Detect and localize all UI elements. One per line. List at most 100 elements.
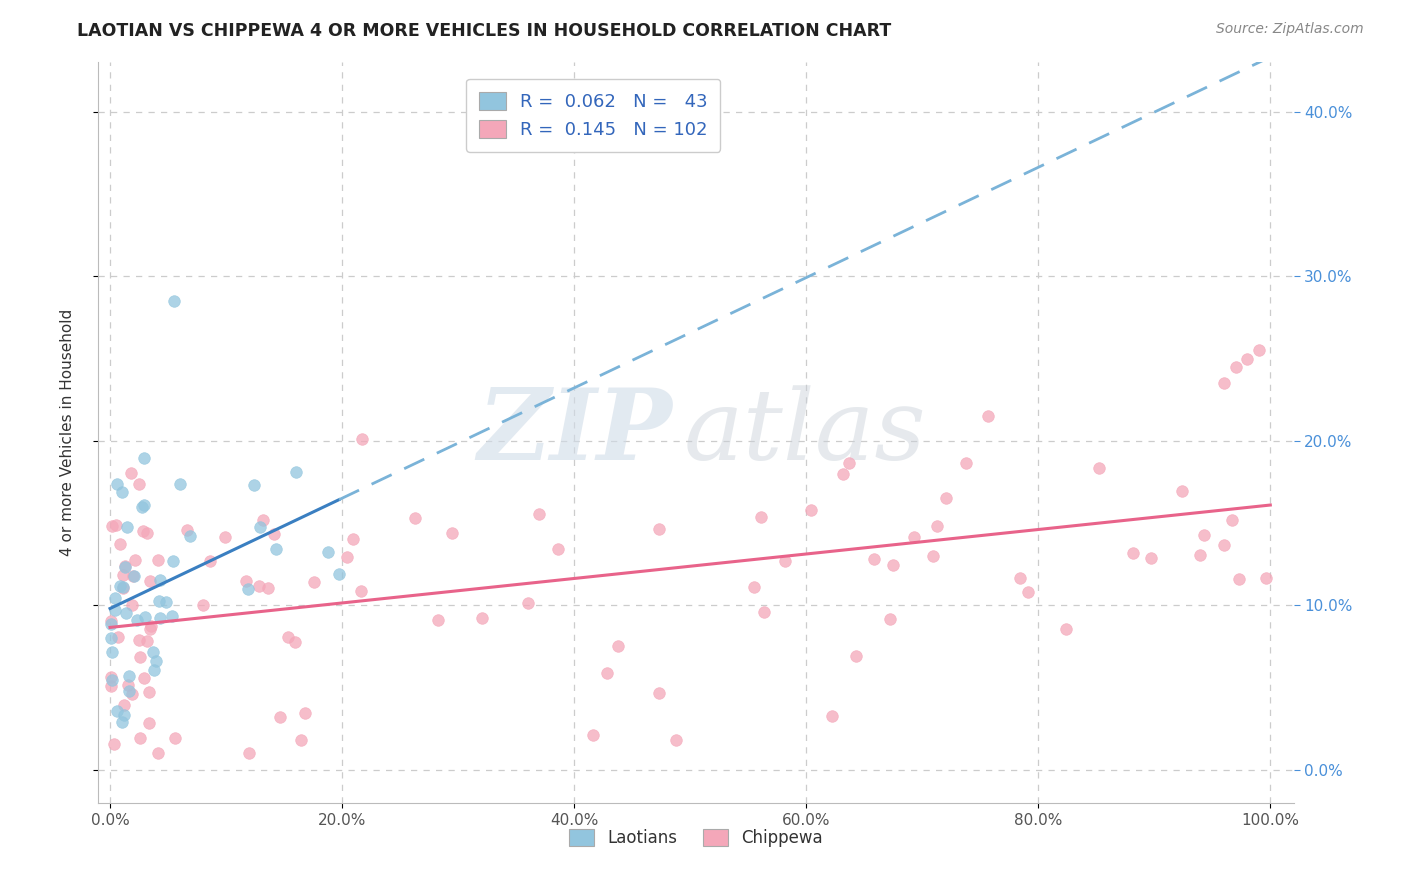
Point [138,716,160,731]
Point [1140,551,1163,566]
Point [104,603,127,617]
Point [235,574,257,588]
Point [1088,460,1111,475]
Point [342,532,364,546]
Point [238,747,260,761]
Point [132,524,155,539]
Point [110,536,132,550]
Point [1189,548,1212,562]
Point [134,609,156,624]
Point [129,731,152,745]
Point [440,525,463,540]
Point [879,612,901,626]
Point [149,611,172,625]
Point [121,598,143,612]
Point [100,614,122,628]
Point [935,491,957,506]
Point [111,485,134,500]
Point [838,457,860,471]
Point [349,583,371,598]
Point [328,567,350,582]
Point [800,503,823,517]
Point [128,650,150,665]
Point [115,520,138,534]
Point [146,553,169,567]
Point [294,706,316,720]
Point [648,686,671,700]
Point [155,595,177,609]
Point [111,582,134,596]
Point [128,477,150,491]
Point [742,580,765,594]
Text: ZIP: ZIP [477,384,672,481]
Point [266,542,288,557]
Point [277,630,299,644]
Point [105,704,128,718]
Point [832,467,855,482]
Point [160,609,183,624]
Point [863,552,886,566]
Point [142,645,165,659]
Point [104,591,127,605]
Point [284,635,307,649]
Point [882,558,904,572]
Point [1171,484,1194,499]
Point [114,698,136,713]
Point [122,568,145,582]
Point [139,622,162,636]
Point [111,567,134,582]
Point [169,477,191,491]
Point [107,630,129,644]
Point [118,684,141,698]
Point [665,732,688,747]
Point [148,594,170,608]
Point [1225,359,1247,374]
Point [114,708,136,723]
Point [596,665,619,680]
Point [149,573,172,587]
Legend: Laotians, Chippewa: Laotians, Chippewa [562,822,830,854]
Point [252,513,274,527]
Point [143,663,166,677]
Point [352,432,374,446]
Point [1212,376,1234,391]
Point [243,478,266,492]
Point [100,679,122,693]
Point [845,649,868,664]
Point [582,728,605,742]
Point [145,654,167,668]
Point [903,530,925,544]
Point [925,519,948,533]
Point [547,542,569,557]
Point [108,579,131,593]
Point [648,522,671,536]
Point [1122,545,1144,559]
Point [148,747,170,761]
Point [426,613,449,627]
Point [122,569,145,583]
Point [163,293,186,308]
Point [105,477,128,491]
Point [163,731,186,745]
Point [179,529,201,543]
Point [100,645,122,659]
Point [139,619,162,633]
Point [1212,538,1234,552]
Point [263,526,285,541]
Text: Source: ZipAtlas.com: Source: ZipAtlas.com [1216,22,1364,37]
Point [114,558,136,573]
Point [111,714,134,729]
Point [249,520,271,534]
Point [214,530,236,544]
Point [114,559,136,574]
Point [136,525,159,540]
Point [955,456,977,470]
Point [103,738,125,752]
Point [128,632,150,647]
Y-axis label: 4 or more Vehicles in Household: 4 or more Vehicles in Household [60,309,75,557]
Point [104,518,127,533]
Point [191,599,214,613]
Point [121,687,143,701]
Point [335,549,357,564]
Point [118,669,141,683]
